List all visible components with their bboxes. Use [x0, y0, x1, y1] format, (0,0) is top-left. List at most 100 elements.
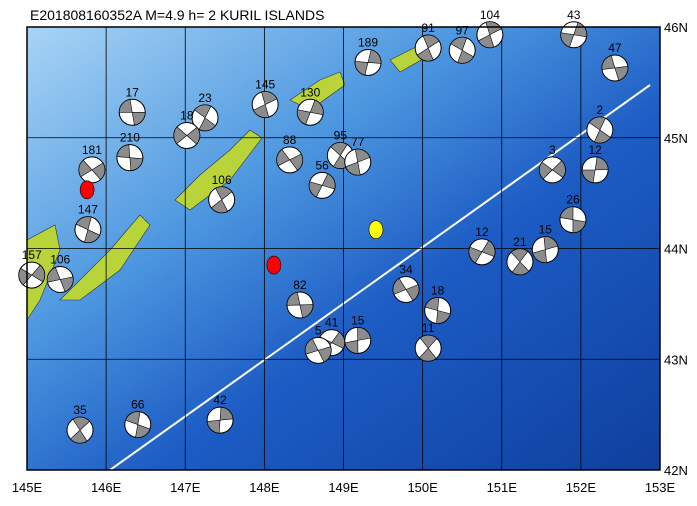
beachball-quadrant [601, 55, 629, 81]
beachball-quadrant [206, 406, 234, 434]
beachball-quadrant [532, 236, 559, 263]
lon-tick-label: 148E [249, 480, 280, 495]
beachball [581, 156, 609, 184]
event-label: 42 [213, 393, 227, 407]
beachball [276, 146, 304, 174]
beachball [118, 98, 146, 126]
event-marker [266, 255, 282, 275]
event-label: 56 [315, 158, 329, 172]
beachball [414, 334, 442, 362]
lon-tick-label: 147E [170, 480, 201, 495]
lon-tick-label: 152E [566, 480, 597, 495]
beachball-quadrant [450, 36, 474, 64]
beachball [191, 104, 219, 132]
lon-tick-label: 153E [645, 480, 676, 495]
event-label: 145 [255, 78, 275, 92]
event-label: 21 [513, 235, 527, 249]
event-label: 17 [126, 85, 140, 99]
event-label: 47 [608, 41, 622, 55]
beachball-quadrant [308, 173, 336, 198]
beachball-quadrant [46, 267, 74, 292]
lon-tick-label: 145E [12, 480, 43, 495]
beachball [601, 54, 629, 82]
event-label: 11 [422, 321, 435, 335]
beachball-quadrant [424, 297, 451, 324]
beachball-quadrant [253, 91, 278, 118]
beachball [414, 34, 442, 62]
event-label: 35 [73, 403, 87, 417]
beachball-quadrant [468, 240, 496, 264]
beachball [586, 116, 614, 144]
beachball [296, 98, 324, 126]
beachball-quadrant [210, 186, 233, 214]
beachball [251, 91, 279, 119]
beachball-quadrant [118, 99, 146, 126]
event-label: 34 [399, 262, 413, 276]
beachball-quadrant [116, 144, 144, 171]
event-label: 106 [212, 173, 232, 187]
lon-tick-label: 151E [487, 480, 518, 495]
beachball-quadrant [510, 248, 530, 276]
beachball-quadrant [75, 216, 101, 243]
beachball-quadrant [477, 21, 502, 49]
beachball [392, 275, 420, 303]
event-label: 2 [597, 103, 604, 117]
beachball-quadrant [560, 22, 588, 48]
beachball [468, 238, 496, 266]
beachball-quadrant [276, 149, 303, 171]
event-label: 66 [131, 398, 145, 412]
lon-tick-label: 149E [328, 480, 359, 495]
trench-line [109, 84, 651, 470]
map-frame [26, 26, 661, 471]
beachball-quadrant [125, 411, 151, 438]
beachball-quadrant [78, 159, 106, 180]
beachball [78, 156, 106, 184]
beachball [538, 156, 566, 184]
event-label: 43 [567, 8, 581, 22]
beachball [286, 291, 314, 319]
beachball [344, 326, 372, 354]
beachball-quadrant [70, 416, 90, 444]
event-label: 12 [588, 143, 602, 157]
beachball [506, 248, 534, 276]
beachball-quadrant [18, 264, 46, 286]
event-label: 97 [456, 23, 470, 37]
beachball [448, 36, 476, 64]
lat-tick-label: 45N [664, 131, 688, 146]
lat-tick-label: 46N [664, 20, 688, 35]
beachball [74, 216, 102, 244]
beachball [476, 21, 504, 49]
event-label: 18 [180, 109, 194, 123]
lat-tick-label: 42N [664, 463, 688, 478]
lat-tick-label: 44N [664, 242, 688, 257]
event-label: 189 [358, 35, 378, 49]
event-label: 15 [351, 313, 365, 327]
beachball [354, 48, 382, 76]
beachball-quadrant [296, 99, 324, 125]
event-label: 23 [198, 91, 212, 105]
beachball [206, 406, 234, 434]
event-label: 181 [82, 143, 102, 157]
beachball [560, 21, 588, 49]
event-label: 3 [549, 143, 556, 157]
lat-tick-label: 43N [664, 352, 688, 367]
event-label: 104 [480, 8, 500, 22]
event-label: 15 [539, 223, 553, 237]
event-marker [79, 180, 95, 200]
beachball [173, 122, 201, 150]
beachball [18, 261, 46, 289]
beachball-quadrant [286, 291, 314, 319]
beachball [559, 206, 587, 234]
event-label: 26 [566, 193, 580, 207]
beachball [66, 416, 94, 444]
event-marker [368, 220, 384, 239]
beachball-quadrant [416, 34, 440, 62]
beachball-quadrant [559, 206, 587, 234]
beachball-quadrant [194, 104, 216, 132]
event-label: 12 [475, 225, 489, 239]
beachball [208, 186, 236, 214]
lon-tick-label: 150E [407, 480, 438, 495]
beachball [116, 144, 144, 172]
